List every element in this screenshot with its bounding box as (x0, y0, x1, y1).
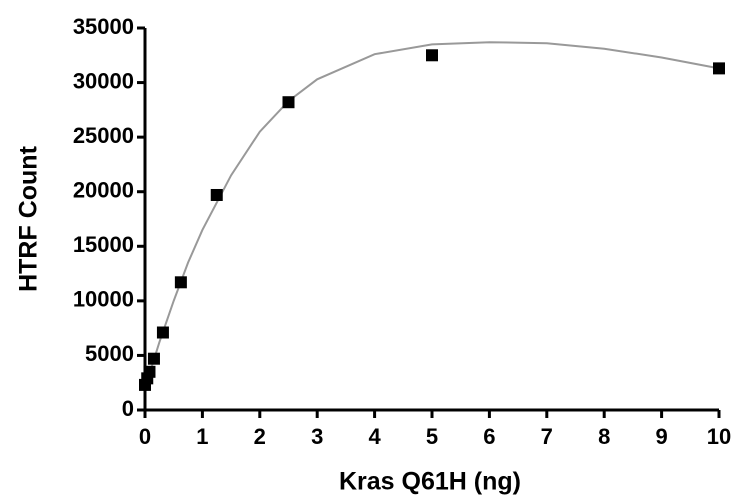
x-tick-label: 6 (483, 424, 495, 449)
data-point (156, 326, 169, 339)
x-tick-label: 1 (196, 424, 208, 449)
x-tick-label: 2 (254, 424, 266, 449)
y-tick-label: 20000 (73, 178, 134, 203)
data-point (143, 365, 156, 378)
y-tick-label: 0 (122, 396, 134, 421)
y-axis-label: HTRF Count (15, 145, 43, 291)
data-point (210, 188, 223, 201)
data-point (713, 62, 725, 75)
data-point (174, 276, 187, 289)
y-tick-label: 5000 (85, 341, 134, 366)
y-tick-label: 10000 (73, 287, 134, 312)
x-tick-label: 10 (707, 424, 731, 449)
x-axis-label: Kras Q61H (ng) (339, 468, 521, 496)
x-tick-label: 8 (598, 424, 610, 449)
y-tick-label: 15000 (73, 232, 134, 257)
y-tick-label: 35000 (73, 14, 134, 39)
data-point (147, 352, 160, 365)
x-tick-label: 4 (368, 424, 381, 449)
fit-curve (144, 41, 720, 389)
y-tick-label: 30000 (73, 68, 134, 93)
data-point (426, 49, 438, 62)
data-point (282, 96, 295, 109)
x-tick-label: 5 (426, 424, 438, 449)
x-tick-label: 7 (541, 424, 553, 449)
y-tick-label: 25000 (73, 123, 134, 148)
x-tick-label: 9 (655, 424, 667, 449)
x-tick-label: 0 (139, 424, 151, 449)
x-tick-label: 3 (311, 424, 323, 449)
